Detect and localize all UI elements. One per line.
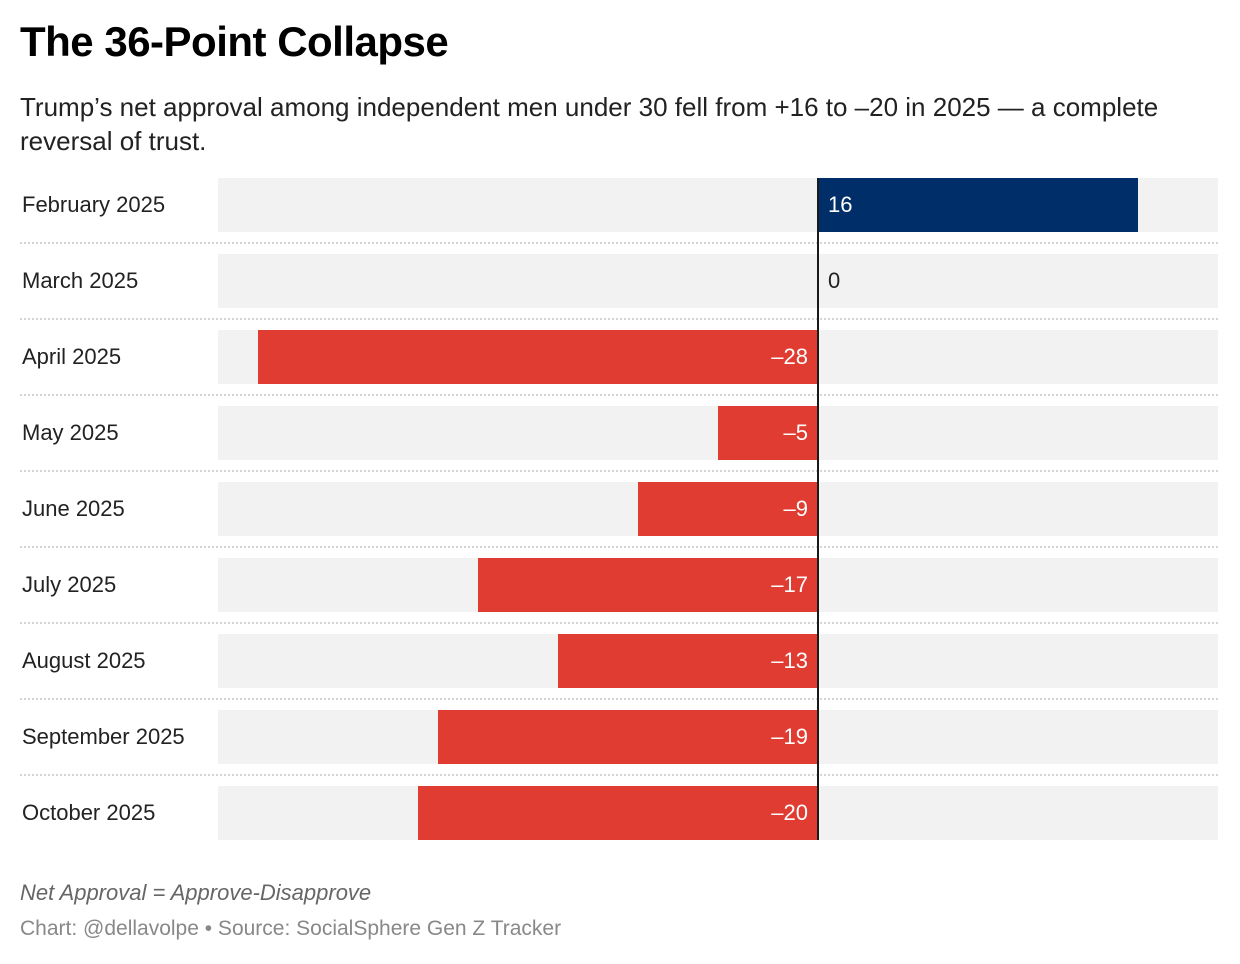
chart-subtitle: Trump’s net approval among independent m… (20, 92, 1159, 156)
value-label: –19 (771, 724, 808, 749)
row-separator (20, 698, 1218, 700)
value-label: –28 (771, 344, 808, 369)
row-separator (20, 470, 1218, 472)
category-label: March 2025 (22, 268, 139, 293)
bar (418, 786, 818, 840)
row-separator (20, 394, 1218, 396)
category-label: July 2025 (22, 572, 117, 597)
bar (818, 178, 1138, 232)
value-label: 16 (828, 192, 853, 217)
row-separator (20, 318, 1218, 320)
value-label: –9 (783, 496, 808, 521)
bar (438, 710, 818, 764)
bar (478, 558, 818, 612)
row-separator (20, 546, 1218, 548)
value-label: –13 (771, 648, 808, 673)
bar (718, 406, 818, 460)
value-label: –20 (771, 800, 808, 825)
row-separator (20, 774, 1218, 776)
category-label: May 2025 (22, 420, 119, 445)
category-label: August 2025 (22, 648, 146, 673)
category-label: October 2025 (22, 800, 156, 825)
category-label: September 2025 (22, 724, 185, 749)
bar (638, 482, 818, 536)
bar-background (218, 254, 1218, 308)
chart-note: Net Approval = Approve-Disapprove (20, 880, 372, 905)
row-separator (20, 622, 1218, 624)
chart-title: The 36-Point Collapse (20, 18, 449, 65)
category-label: February 2025 (22, 192, 166, 217)
category-label: April 2025 (22, 344, 122, 369)
chart-source: Chart: @dellavolpe • Source: SocialSpher… (20, 917, 562, 940)
row-separator (20, 242, 1218, 244)
bar (558, 634, 818, 688)
category-label: June 2025 (22, 496, 125, 521)
value-label: –17 (771, 572, 808, 597)
bar (258, 330, 818, 384)
value-label: –5 (783, 420, 808, 445)
value-label: 0 (828, 268, 841, 293)
zero-baseline (817, 178, 819, 840)
